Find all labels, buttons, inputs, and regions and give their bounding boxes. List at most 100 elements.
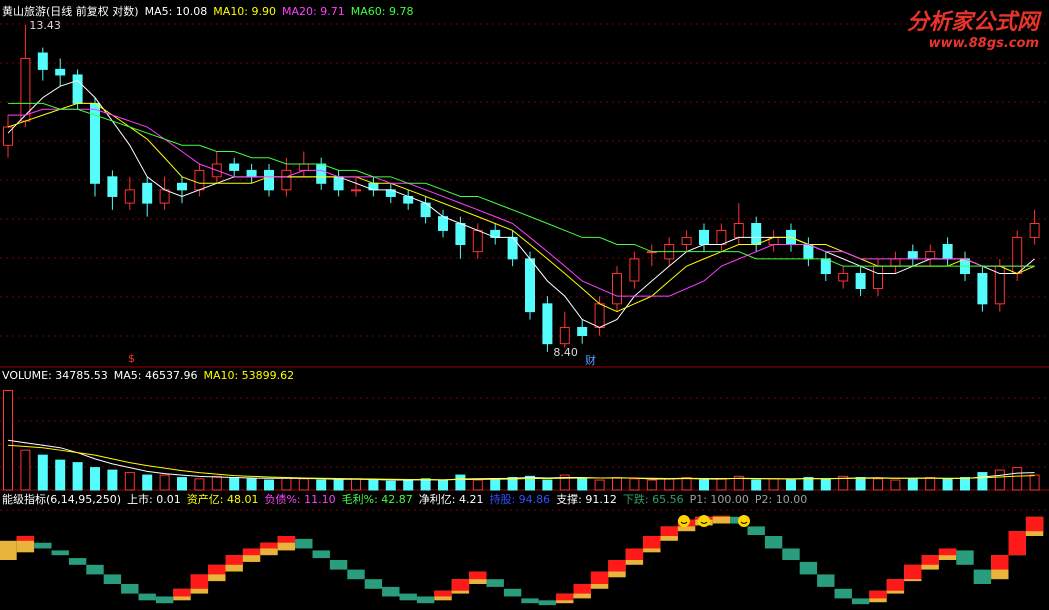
volume-bar [542,479,553,491]
candle-body [264,169,274,191]
volume-bar [420,478,431,491]
energy-step [312,550,330,559]
candle-body [316,163,327,184]
header-item: MA10: 9.90 [213,5,277,18]
header-item: MA60: 9.78 [350,5,414,18]
energy-step [382,586,400,597]
watermark-url: www.88gs.com [928,36,1039,51]
energy-step [68,558,87,565]
smiley-icon [738,515,750,527]
energy-step [486,579,504,587]
energy-step [86,564,104,575]
energy-step-edge [277,536,296,543]
header-item: MA20: 9.71 [282,5,345,18]
energy-step-edge [1008,531,1026,556]
volume-bar [681,477,692,491]
candle-body [977,273,988,305]
volume-bar [525,475,535,491]
energy-step-edge [190,574,209,589]
candle-body [612,273,622,305]
volume-bar [472,479,483,491]
candle-body [594,303,605,328]
energy-step-edge [556,593,574,601]
candle-body [820,258,831,275]
smiley-icon [698,515,710,527]
candle-body [733,223,744,238]
energy-step [503,588,522,597]
energy-step-edge [869,590,887,599]
energy-step-edge [16,536,35,541]
watermark: 分析家公式网 www.88gs.com [907,4,1039,51]
volume-bar [90,467,100,491]
volume-bar [385,480,396,491]
energy-step-edge [1025,516,1044,532]
event-marker: 财 [585,353,596,367]
ma-line [7,444,1035,481]
energy-step [51,550,69,556]
header-item: MA10: 53899.62 [203,369,295,382]
volume-bar [612,477,622,491]
energy-step [295,538,313,549]
volume-bar [438,479,448,491]
energy-step [817,574,835,587]
header-item: 上市: 0.01 [127,493,181,506]
volume-bar [786,479,796,491]
candle-body [142,182,153,204]
energy-step-edge [434,590,452,597]
energy-step [956,550,974,565]
event-marker: $ [128,352,135,365]
energy-step-edge [904,564,922,580]
candle-body [229,163,240,171]
candle-body [438,216,448,231]
volume-bar [577,478,588,491]
volume-bar [751,479,762,491]
candle-body [577,326,588,337]
volume-bar [455,474,466,491]
candle-body [525,258,535,313]
volume-bar [37,454,48,491]
volume-bar [177,477,187,491]
energy-step-edge [469,571,487,580]
volume-bar [890,479,901,491]
energy-step-edge [625,548,644,560]
energy-step [799,561,818,575]
energy-step-edge [225,555,243,565]
volume-bar [925,477,936,491]
energy-step [834,588,852,599]
energy-step [329,560,348,570]
volume-bar [211,475,222,491]
energy-step [138,593,156,601]
energy-step [764,536,783,549]
header-item: 下跌: 65.56 [622,493,684,506]
volume-bar [559,474,570,491]
volume-bar [646,479,657,491]
candle-body [55,68,66,76]
indicator-header: 能级指标(6,14,95,250) 上市: 0.01 资产亿: 48.01 负债%: … [2,491,813,507]
candle-body [559,326,570,345]
volume-bar [229,477,240,491]
candle-body [1012,236,1023,275]
candle-body [333,176,344,191]
watermark-title: 分析家公式网 [906,10,1039,35]
candle-body [942,244,953,260]
volume-bar [298,478,309,491]
energy-step-edge [643,536,661,549]
volume-bar [490,478,501,491]
energy-step [103,574,122,584]
header-item: 能级指标(6,14,95,250) [2,493,122,506]
volume-bar [803,477,814,491]
volume-bar [20,449,31,491]
volume-bar [716,478,727,491]
candle-body [681,236,692,246]
volume-bar [194,478,205,491]
energy-step [712,515,731,524]
volume-bar [281,477,292,491]
energy-step [851,598,870,605]
ma-line [7,439,1035,481]
volume-bar [142,474,153,491]
volume-bar [264,479,274,491]
energy-step-edge [573,584,591,594]
volume-bar [107,469,118,491]
candle-body [159,189,170,204]
